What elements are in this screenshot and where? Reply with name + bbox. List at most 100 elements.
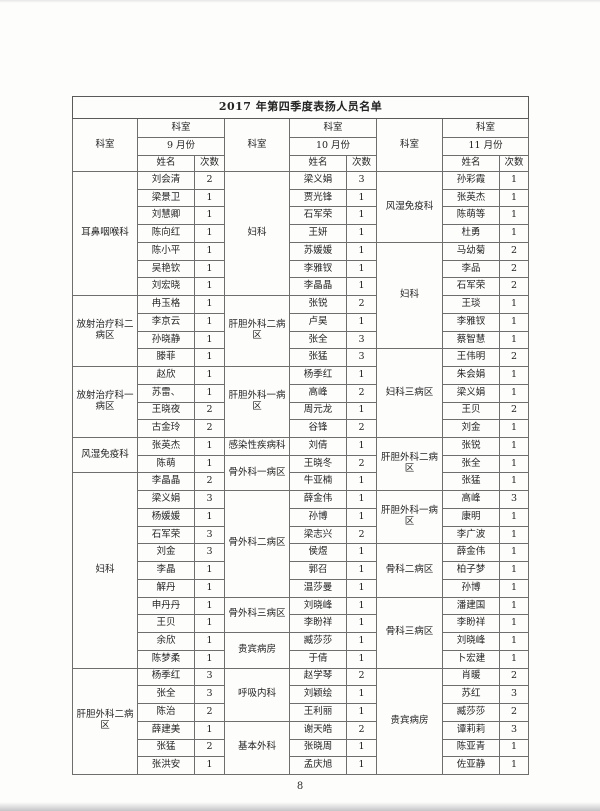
dept-cell: 呼吸内科 bbox=[224, 667, 290, 722]
name-cell: 陈梦柔 bbox=[137, 649, 195, 669]
name-cell: 王利丽 bbox=[289, 703, 347, 722]
name-cell: 陈小平 bbox=[137, 241, 195, 261]
name-cell: 张洪安 bbox=[137, 756, 195, 775]
name-cell: 苏媛媛 bbox=[289, 241, 347, 261]
name-header-2: 姓名 bbox=[289, 155, 347, 172]
table-row: 张全 3 刘颖绘 1 苏红 3 bbox=[73, 685, 530, 705]
dept-cell: 肝胆外科一病区 bbox=[376, 490, 443, 545]
name-cell: 薛金伟 bbox=[289, 490, 347, 509]
name-cell: 陈萌等 bbox=[442, 206, 500, 226]
name-cell: 陈向红 bbox=[137, 224, 195, 243]
name-cell: 卢昊 bbox=[289, 312, 347, 332]
dept-cell: 基本外科 bbox=[224, 720, 290, 776]
dept-cell: 放射治疗科一病区 bbox=[72, 366, 138, 439]
name-cell: 张英杰 bbox=[442, 188, 500, 208]
count-cell: 1 bbox=[498, 419, 530, 439]
name-cell: 李京云 bbox=[137, 312, 195, 332]
name-cell: 王晓夜 bbox=[137, 401, 195, 421]
table-row: 解丹 1 温莎曼 1 孙博 1 bbox=[73, 578, 530, 598]
table-row: 申丹丹 1 骨外科三病区 刘晓峰 1 骨科三病区 潘建国 1 bbox=[73, 596, 530, 669]
name-cell: 张晓周 bbox=[289, 738, 347, 758]
name-cell: 李广波 bbox=[442, 525, 500, 545]
name-cell: 张猛 bbox=[137, 738, 195, 758]
month-header-september: 9 月份 bbox=[137, 137, 225, 156]
table-row: 孙晓静 1 张全 3 蔡智慧 1 bbox=[73, 330, 530, 350]
name-cell: 谷锋 bbox=[289, 419, 347, 439]
count-cell: 1 bbox=[346, 259, 377, 279]
table-row: 耳鼻咽喉科 刘会清 2 妇科 梁义娟 3 风湿免疫科 孙彩霞 1 bbox=[72, 170, 530, 297]
name-cell: 余欣 bbox=[137, 632, 195, 651]
dept-column-header-1: 科室 bbox=[72, 118, 138, 172]
name-cell: 温莎曼 bbox=[289, 578, 347, 598]
count-cell: 1 bbox=[498, 738, 530, 758]
name-cell: 柏子梦 bbox=[442, 561, 500, 580]
count-cell: 1 bbox=[346, 596, 377, 616]
name-cell: 李雅钗 bbox=[289, 259, 347, 279]
count-cell: 1 bbox=[194, 224, 225, 243]
count-cell: 1 bbox=[346, 614, 377, 634]
count-cell: 1 bbox=[498, 454, 530, 474]
name-cell: 张锐 bbox=[289, 295, 347, 314]
name-cell: 陈亚青 bbox=[442, 738, 500, 758]
dept-cell: 骨外科三病区 bbox=[224, 596, 290, 634]
count-cell: 2 bbox=[346, 383, 377, 403]
name-cell: 王贝 bbox=[442, 401, 500, 421]
count-cell: 1 bbox=[346, 472, 377, 492]
name-cell: 张锐 bbox=[442, 437, 500, 456]
count-cell: 1 bbox=[498, 312, 530, 332]
name-cell: 于倩 bbox=[289, 649, 347, 669]
table-row: 薛建美 1 基本外科 谢天皓 2 谭莉莉 3 bbox=[73, 720, 530, 776]
count-cell: 1 bbox=[346, 561, 377, 580]
name-cell: 谭莉莉 bbox=[442, 720, 500, 740]
table-row: 梁景卫 1 贾光锋 1 张英杰 1 bbox=[73, 188, 530, 208]
group-dept-header-2: 科室 bbox=[289, 118, 377, 138]
table-row: 梁义娟 3 骨外科二病区 薛金伟 1 肝胆外科一病区 高峰 3 bbox=[73, 490, 530, 598]
table-row: 妇科 李晶晶 2 牛亚楠 1 张猛 1 bbox=[72, 472, 530, 669]
name-cell: 张猛 bbox=[442, 472, 500, 492]
count-cell: 1 bbox=[194, 188, 225, 208]
count-cell: 1 bbox=[498, 366, 530, 385]
name-cell: 牛亚楠 bbox=[289, 472, 347, 492]
name-cell: 苏雷、 bbox=[137, 383, 195, 403]
name-cell: 梁志兴 bbox=[289, 525, 347, 545]
name-header-1: 姓名 bbox=[137, 155, 195, 172]
count-cell: 1 bbox=[346, 437, 377, 456]
name-cell: 刘颖绘 bbox=[289, 685, 347, 705]
count-cell: 1 bbox=[346, 756, 377, 775]
count-cell: 1 bbox=[498, 188, 530, 208]
count-cell: 1 bbox=[194, 561, 225, 580]
dept-cell: 放射治疗科二病区 bbox=[72, 295, 138, 368]
dept-cell: 骨科三病区 bbox=[376, 596, 443, 669]
table-row: 石军荣 3 梁志兴 2 李广波 1 bbox=[73, 525, 530, 545]
count-cell: 2 bbox=[346, 295, 377, 314]
name-cell: 古金玲 bbox=[137, 419, 195, 439]
name-cell: 李晶晶 bbox=[137, 472, 195, 492]
name-cell: 杨季红 bbox=[289, 366, 347, 385]
count-cell: 1 bbox=[194, 507, 225, 527]
month-header-october: 10 月份 bbox=[289, 137, 377, 156]
dept-cell: 妇科 bbox=[72, 472, 138, 669]
name-cell: 梁景卫 bbox=[137, 188, 195, 208]
count-cell: 2 bbox=[346, 454, 377, 474]
count-cell: 2 bbox=[346, 667, 377, 687]
count-cell: 1 bbox=[498, 614, 530, 634]
count-cell: 1 bbox=[498, 578, 530, 598]
count-cell: 1 bbox=[194, 277, 225, 297]
table-row: 陈梦柔 1 于倩 1 卜宏建 1 bbox=[73, 649, 530, 669]
count-cell: 3 bbox=[346, 330, 377, 350]
name-cell: 孙博 bbox=[442, 578, 500, 598]
name-cell: 李盼祥 bbox=[289, 614, 347, 634]
name-cell: 解丹 bbox=[137, 578, 195, 598]
count-cell: 2 bbox=[498, 703, 530, 722]
scan-edge-top bbox=[0, 0, 600, 3]
count-cell: 1 bbox=[194, 596, 225, 616]
count-cell: 2 bbox=[194, 738, 225, 758]
name-cell: 杨季红 bbox=[137, 667, 195, 687]
count-cell: 2 bbox=[346, 525, 377, 545]
name-cell: 孙彩霞 bbox=[442, 171, 500, 190]
count-cell: 1 bbox=[498, 383, 530, 403]
table-row: 风湿免疫科 张英杰 1 感染性疾病科 刘倩 1 肝胆外科二病区 张锐 1 bbox=[72, 437, 530, 492]
count-cell: 1 bbox=[498, 171, 530, 190]
count-cell: 1 bbox=[498, 525, 530, 545]
count-cell: 1 bbox=[346, 632, 377, 651]
